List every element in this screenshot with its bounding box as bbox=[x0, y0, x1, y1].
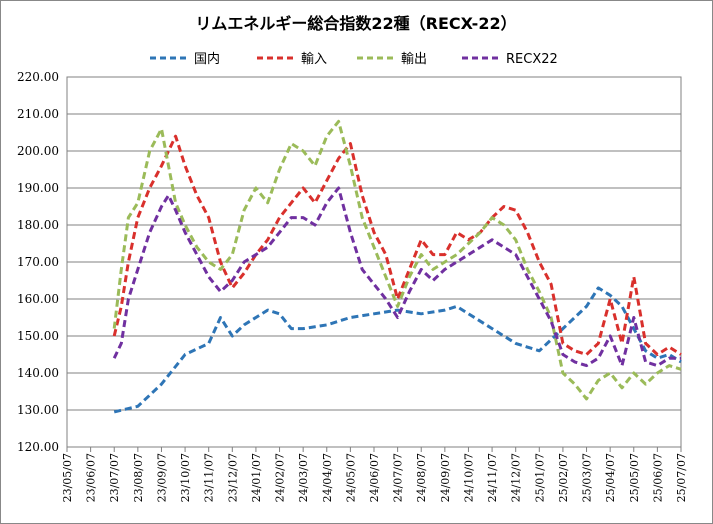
legend-item: RECX22 bbox=[462, 52, 558, 67]
x-tick-label: 23/11/07 bbox=[203, 453, 216, 502]
x-axis: 23/05/07 23/06/07 23/07/07 23/08/07 23/09/07… bbox=[61, 447, 688, 502]
legend-label: 国内 bbox=[194, 51, 220, 67]
x-tick-label: 25/04/07 bbox=[604, 453, 617, 502]
series-line bbox=[112, 134, 682, 356]
x-tick-label: 23/12/07 bbox=[226, 453, 239, 502]
legend-label: 輸入 bbox=[301, 52, 327, 67]
x-tick-label: 25/07/07 bbox=[675, 453, 688, 502]
chart-title: リムエネルギー総合指数22種（RECX-22） bbox=[195, 14, 516, 33]
y-tick-label: 120.00 bbox=[17, 440, 59, 454]
x-tick-label: 23/08/07 bbox=[132, 453, 145, 502]
series-line bbox=[112, 119, 682, 401]
legend-item: 輸出 bbox=[357, 52, 427, 67]
series-lines bbox=[112, 119, 682, 414]
y-tick-label: 140.00 bbox=[17, 366, 59, 380]
y-tick-label: 220.00 bbox=[17, 70, 59, 84]
y-tick-label: 150.00 bbox=[17, 329, 59, 343]
legend: 国内 輸入 輸出 RECX22 bbox=[150, 51, 558, 67]
x-tick-label: 24/02/07 bbox=[274, 453, 287, 502]
x-tick-label: 24/08/07 bbox=[415, 453, 428, 502]
x-tick-label: 24/03/07 bbox=[297, 453, 310, 502]
x-tick-label: 24/11/07 bbox=[486, 453, 499, 502]
x-tick-label: 25/03/07 bbox=[581, 453, 594, 502]
y-axis: 120.00 130.00 140.00 150.00 160.00 170.00 180.… bbox=[17, 70, 59, 454]
x-tick-label: 24/01/07 bbox=[250, 453, 263, 502]
y-tick-label: 180.00 bbox=[17, 218, 59, 232]
x-tick-label: 25/02/07 bbox=[557, 453, 570, 502]
x-tick-label: 24/06/07 bbox=[368, 453, 381, 502]
series-line bbox=[113, 286, 682, 414]
x-tick-label: 23/10/07 bbox=[179, 453, 192, 502]
x-tick-label: 23/07/07 bbox=[108, 453, 121, 502]
y-tick-label: 160.00 bbox=[17, 292, 59, 306]
legend-label: RECX22 bbox=[506, 52, 558, 67]
x-tick-label: 24/04/07 bbox=[321, 453, 334, 502]
x-tick-label: 25/05/07 bbox=[628, 453, 641, 502]
y-tick-label: 210.00 bbox=[17, 107, 59, 121]
x-tick-label: 25/01/07 bbox=[533, 453, 546, 502]
x-tick-label: 25/06/07 bbox=[651, 453, 664, 502]
legend-item: 輸入 bbox=[257, 52, 327, 67]
x-tick-label: 24/05/07 bbox=[344, 453, 357, 502]
y-tick-label: 130.00 bbox=[17, 403, 59, 417]
y-tick-label: 170.00 bbox=[17, 255, 59, 269]
x-tick-label: 23/09/07 bbox=[155, 453, 168, 502]
x-tick-label: 23/06/07 bbox=[85, 453, 98, 502]
y-tick-label: 190.00 bbox=[17, 181, 59, 195]
series-line bbox=[112, 186, 681, 368]
x-tick-label: 23/05/07 bbox=[61, 453, 74, 502]
x-tick-label: 24/10/07 bbox=[462, 453, 475, 502]
x-tick-label: 24/12/07 bbox=[510, 453, 523, 502]
x-tick-label: 24/09/07 bbox=[439, 453, 452, 502]
y-tick-label: 200.00 bbox=[17, 144, 59, 158]
x-tick-label: 24/07/07 bbox=[392, 453, 405, 502]
legend-item: 国内 bbox=[150, 51, 220, 67]
legend-label: 輸出 bbox=[401, 52, 427, 67]
